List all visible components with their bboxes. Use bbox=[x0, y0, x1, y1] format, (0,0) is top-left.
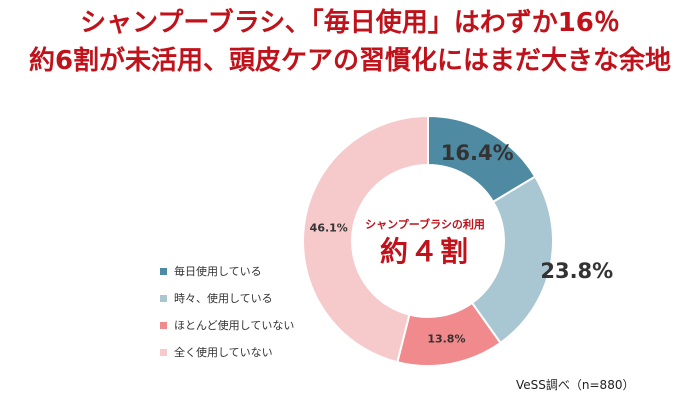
center-label-sub: シャンプーブラシの利用 bbox=[365, 218, 485, 231]
legend-label: 毎日使用している bbox=[174, 265, 262, 278]
center-label-main: 約４割 bbox=[379, 235, 470, 268]
legend-item-daily: 毎日使用している bbox=[160, 264, 294, 278]
headline-line-1: シャンプーブラシ、「毎日使用」はわずか16％ bbox=[80, 8, 620, 38]
slice-label-sometimes: 23.8% bbox=[540, 259, 613, 283]
legend-label: ほとんど使用していない bbox=[174, 319, 295, 332]
legend-swatch bbox=[160, 321, 167, 329]
legend-item-sometimes: 時々、使用している bbox=[160, 291, 294, 305]
slice-label-never: 46.1% bbox=[310, 222, 348, 235]
slice-never bbox=[302, 114, 429, 364]
headline-line-2: 約6割が未活用、頭皮ケアの習慣化にはまだ大きな余地 bbox=[28, 46, 672, 76]
legend-swatch bbox=[160, 294, 167, 302]
source-note: VeSS調べ（n=880） bbox=[516, 378, 635, 392]
legend-label: 全く使用していない bbox=[174, 346, 273, 359]
slice-sometimes bbox=[470, 175, 554, 345]
legend-swatch bbox=[160, 267, 167, 275]
center-label: シャンプーブラシの利用 約４割 bbox=[345, 218, 505, 270]
slice-label-rarely: 13.8% bbox=[427, 332, 465, 345]
legend: 毎日使用している 時々、使用している ほとんど使用していない 全く使用していない bbox=[160, 264, 294, 372]
legend-swatch bbox=[160, 348, 167, 356]
legend-item-rarely: ほとんど使用していない bbox=[160, 318, 294, 332]
legend-item-never: 全く使用していない bbox=[160, 345, 294, 359]
legend-label: 時々、使用している bbox=[174, 292, 273, 305]
slice-label-daily: 16.4% bbox=[441, 141, 514, 165]
